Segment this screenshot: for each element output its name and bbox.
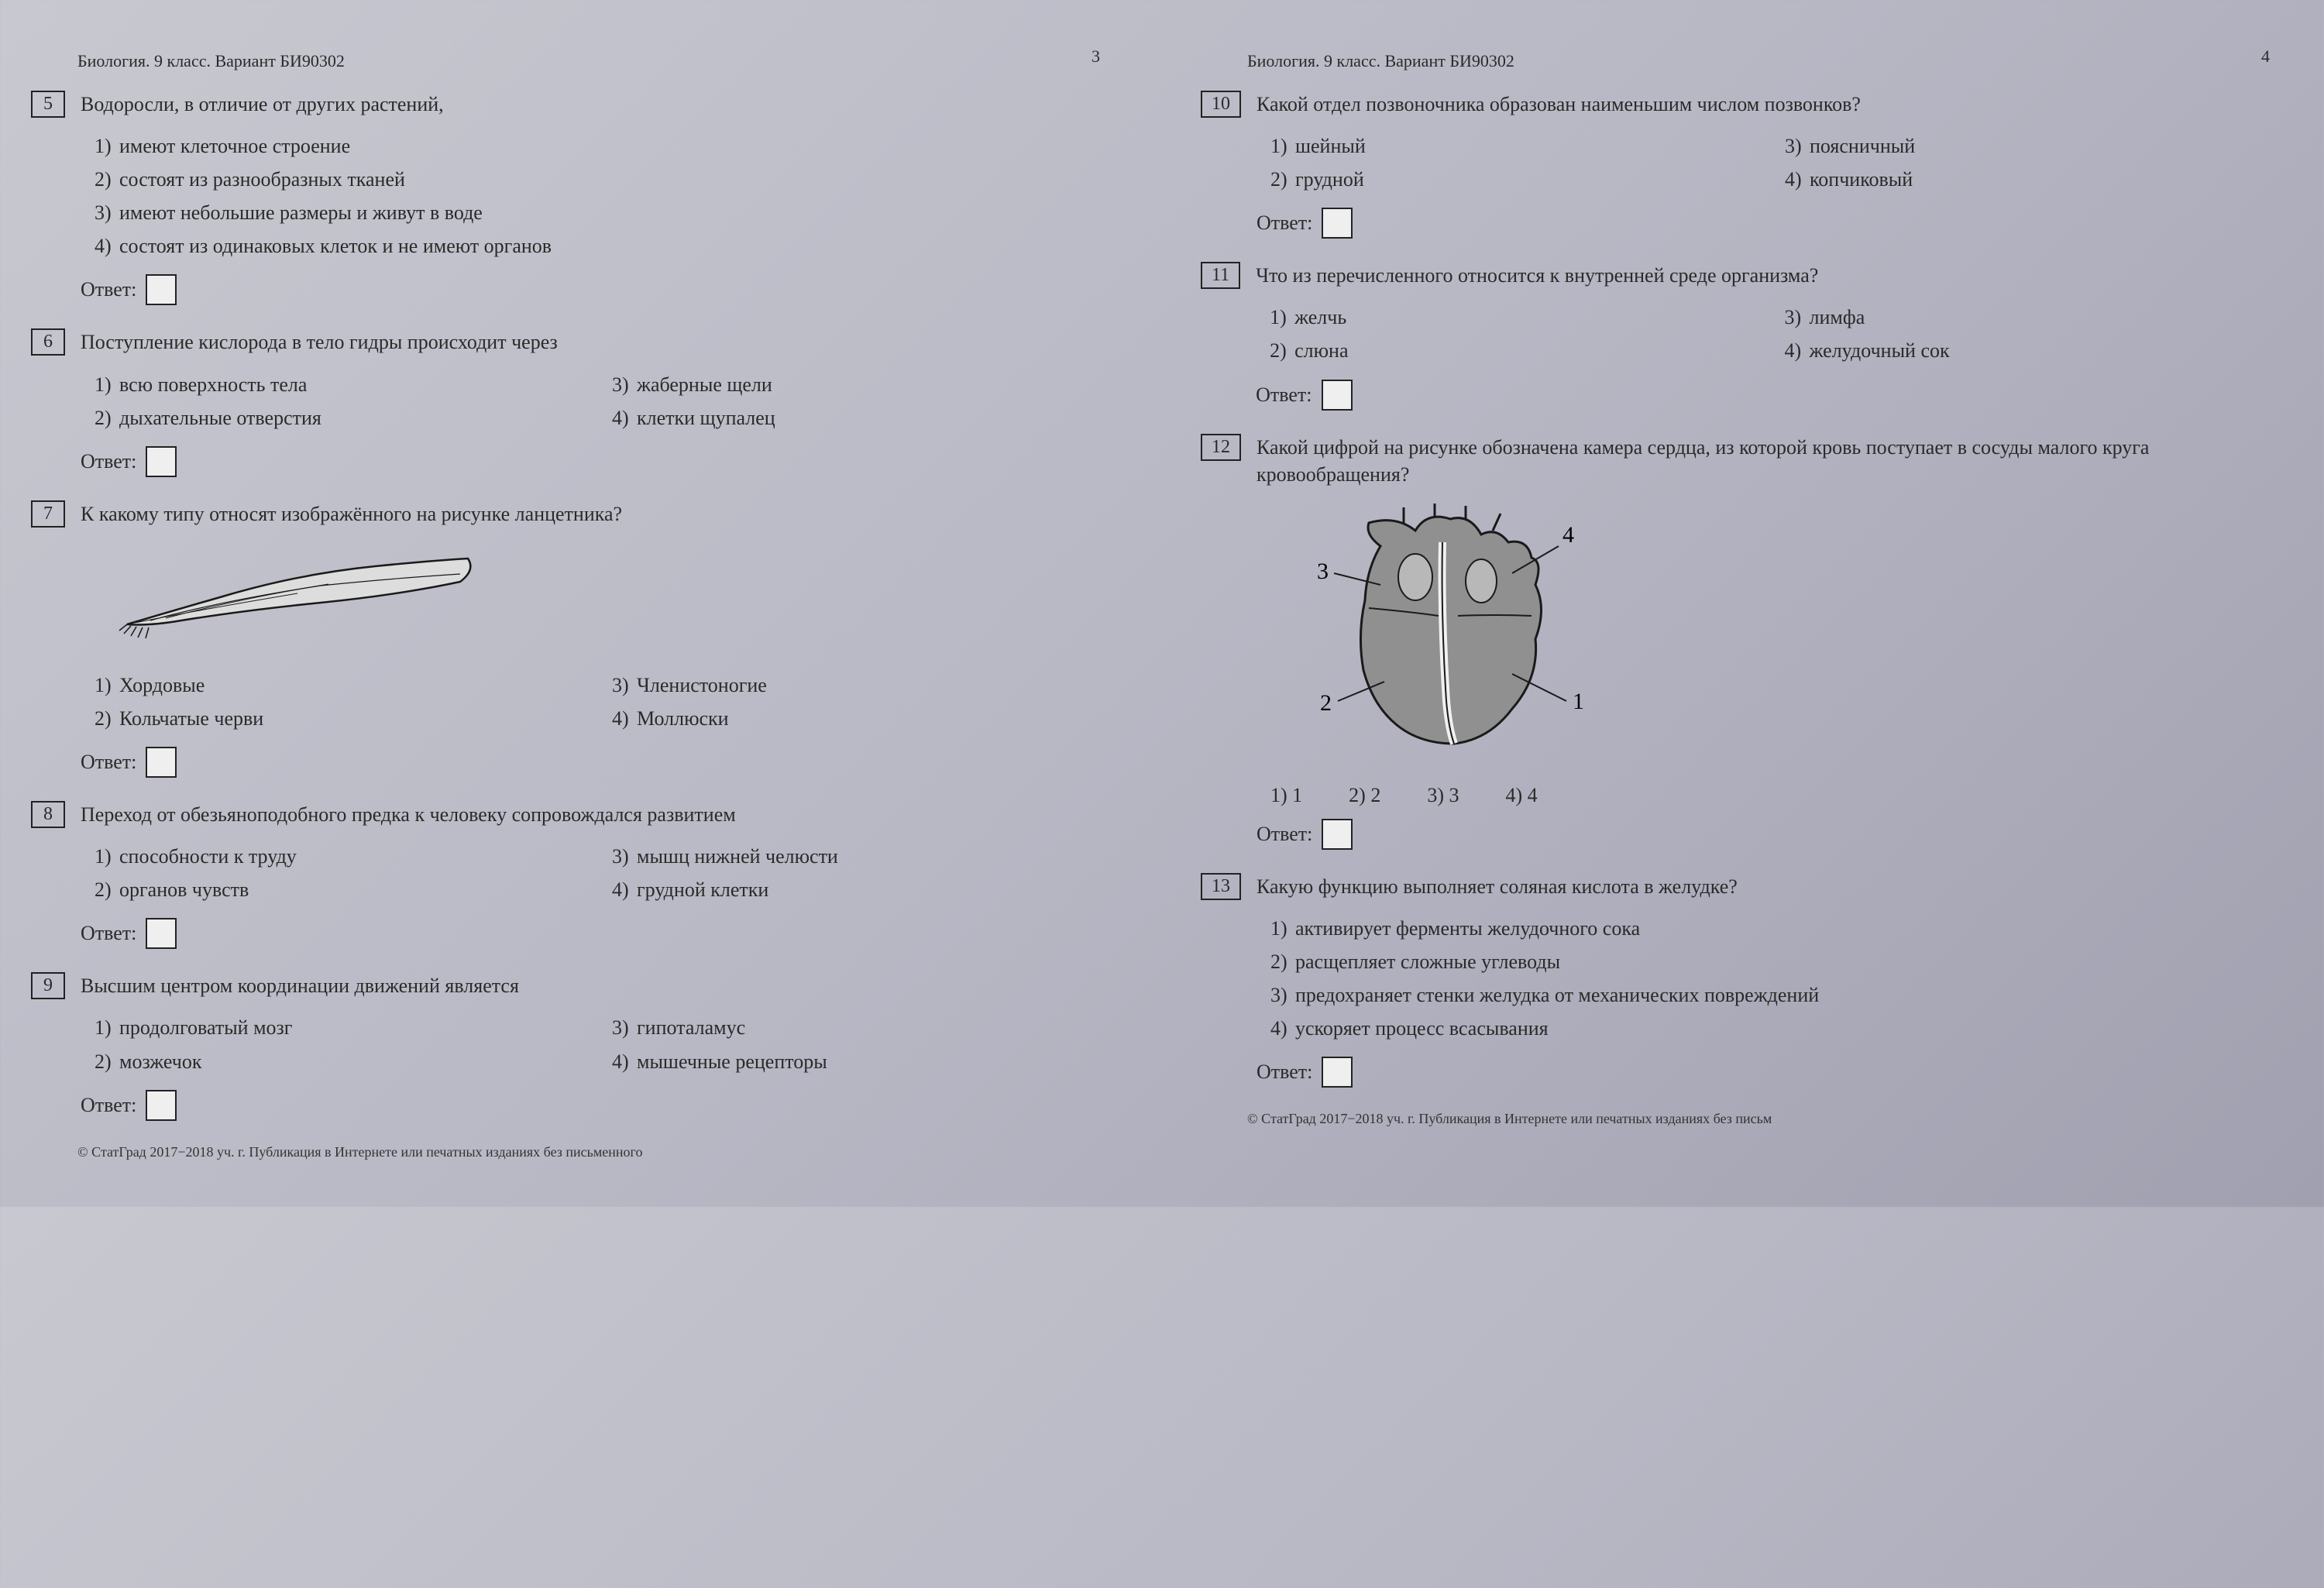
q6-answer-label: Ответ: xyxy=(81,450,136,473)
q11-option-3: 3)лимфа xyxy=(1771,301,2285,334)
q6-number: 6 xyxy=(31,328,65,356)
question-6: 6 Поступление кислорода в тело гидры про… xyxy=(31,328,1116,476)
worksheet-spread: 3 Биология. 9 класс. Вариант БИ90302 5 В… xyxy=(15,31,2309,1176)
q8-number: 8 xyxy=(31,801,65,828)
q7-answer-box[interactable] xyxy=(146,747,177,778)
heart-label-4: 4 xyxy=(1563,522,1574,548)
q10-option-3: 3)поясничный xyxy=(1771,129,2285,163)
q6-option-4: 4)клетки щупалец xyxy=(598,401,1116,435)
question-8: 8 Переход от обезьяноподобного предка к … xyxy=(31,801,1116,949)
q11-option-4: 4)желудочный сок xyxy=(1771,334,2285,367)
q5-option-4: 4)состоят из одинаковых клеток и не имею… xyxy=(81,229,1116,263)
q10-option-4: 4)копчиковый xyxy=(1771,163,2285,196)
q8-answer-box[interactable] xyxy=(146,918,177,949)
q13-number: 13 xyxy=(1201,873,1241,900)
q9-option-3: 3)гипоталамус xyxy=(598,1011,1116,1044)
q8-option-2: 2)органов чувств xyxy=(81,873,598,906)
heart-label-3: 3 xyxy=(1317,559,1329,584)
q8-option-3: 3)мышц нижней челюсти xyxy=(598,840,1116,873)
q5-option-3: 3)имеют небольшие размеры и живут в воде xyxy=(81,196,1116,229)
q8-text: Переход от обезьяноподобного предка к че… xyxy=(81,801,1116,828)
q6-option-2: 2)дыхательные отверстия xyxy=(81,401,598,435)
q9-option-4: 4)мышечные рецепторы xyxy=(598,1045,1116,1078)
q5-answer-box[interactable] xyxy=(146,274,177,305)
page-right: 4 Биология. 9 класс. Вариант БИ90302 10 … xyxy=(1185,31,2309,1176)
q13-option-1: 1)активирует ферменты желудочного сока xyxy=(1257,912,2285,945)
q13-option-2: 2)расщепляет сложные углеводы xyxy=(1257,945,2285,978)
q7-option-2: 2)Кольчатые черви xyxy=(81,702,598,735)
q9-number: 9 xyxy=(31,972,65,999)
q5-number: 5 xyxy=(31,91,65,118)
q8-answer-label: Ответ: xyxy=(81,922,136,945)
q7-answer-label: Ответ: xyxy=(81,751,136,774)
footer-right: © СтатГрад 2017−2018 уч. г. Публикация в… xyxy=(1201,1111,2285,1127)
q5-text: Водоросли, в отличие от других растений, xyxy=(81,91,1116,118)
page-left: 3 Биология. 9 класс. Вариант БИ90302 5 В… xyxy=(15,31,1139,1176)
q12-answer-label: Ответ: xyxy=(1257,823,1312,846)
q7-number: 7 xyxy=(31,500,65,528)
q10-number: 10 xyxy=(1201,91,1241,118)
q7-option-1: 1)Хордовые xyxy=(81,669,598,702)
q7-option-4: 4)Моллюски xyxy=(598,702,1116,735)
q10-option-2: 2)грудной xyxy=(1257,163,1771,196)
question-5: 5 Водоросли, в отличие от других растени… xyxy=(31,91,1116,305)
q10-answer-label: Ответ: xyxy=(1257,211,1312,235)
q6-option-3: 3)жаберные щели xyxy=(598,368,1116,401)
q12-text: Какой цифрой на рисунке обозначена камер… xyxy=(1257,434,2285,488)
q5-option-1: 1)имеют клеточное строение xyxy=(81,129,1116,163)
q12-number: 12 xyxy=(1201,434,1241,461)
q9-option-2: 2)мозжечок xyxy=(81,1045,598,1078)
q13-answer-box[interactable] xyxy=(1322,1057,1353,1088)
q11-text: Что из перечисленного относится к внутре… xyxy=(1256,262,2285,289)
q10-answer-box[interactable] xyxy=(1322,208,1353,239)
q9-option-1: 1)продолговатый мозг xyxy=(81,1011,598,1044)
q11-answer-label: Ответ: xyxy=(1256,383,1312,407)
q12-options: 1) 1 2) 2 3) 3 4) 4 xyxy=(1257,784,2285,807)
q12-option-1: 1) 1 xyxy=(1270,784,1302,807)
q11-number: 11 xyxy=(1201,262,1240,289)
lancelet-figure xyxy=(104,539,1116,653)
q11-option-1: 1)желчь xyxy=(1256,301,1770,334)
q7-option-3: 3)Членистоногие xyxy=(598,669,1116,702)
question-12: 12 Какой цифрой на рисунке обозначена ка… xyxy=(1201,434,2285,850)
q5-answer-label: Ответ: xyxy=(81,278,136,301)
question-11: 11 Что из перечисленного относится к вну… xyxy=(1201,262,2285,410)
question-10: 10 Какой отдел позвоночника образован на… xyxy=(1201,91,2285,239)
heart-label-1: 1 xyxy=(1573,689,1584,714)
q10-option-1: 1)шейный xyxy=(1257,129,1771,163)
q6-answer-box[interactable] xyxy=(146,446,177,477)
q12-option-3: 3) 3 xyxy=(1427,784,1459,807)
heart-figure: 3 4 2 1 xyxy=(1280,500,2285,768)
q12-answer-box[interactable] xyxy=(1322,819,1353,850)
question-9: 9 Высшим центром координации движений яв… xyxy=(31,972,1116,1120)
q6-text: Поступление кислорода в тело гидры проис… xyxy=(81,328,1116,356)
q9-answer-label: Ответ: xyxy=(81,1094,136,1117)
q6-option-1: 1)всю поверхность тела xyxy=(81,368,598,401)
q11-option-2: 2)слюна xyxy=(1256,334,1770,367)
q8-option-4: 4)грудной клетки xyxy=(598,873,1116,906)
heart-label-2: 2 xyxy=(1320,690,1332,716)
q13-option-4: 4)ускоряет процесс всасывания xyxy=(1257,1012,2285,1045)
q12-option-4: 4) 4 xyxy=(1506,784,1538,807)
q11-answer-box[interactable] xyxy=(1322,380,1353,411)
header-right: Биология. 9 класс. Вариант БИ90302 xyxy=(1201,51,2285,71)
q10-text: Какой отдел позвоночника образован наиме… xyxy=(1257,91,2285,118)
footer-left: © СтатГрад 2017−2018 уч. г. Публикация в… xyxy=(31,1144,1116,1160)
q9-answer-box[interactable] xyxy=(146,1090,177,1121)
q13-option-3: 3)предохраняет стенки желудка от механич… xyxy=(1257,978,2285,1012)
q13-answer-label: Ответ: xyxy=(1257,1060,1312,1084)
q5-option-2: 2)состоят из разнообразных тканей xyxy=(81,163,1116,196)
q9-text: Высшим центром координации движений явля… xyxy=(81,972,1116,999)
header-left: Биология. 9 класс. Вариант БИ90302 xyxy=(31,51,1116,71)
q13-text: Какую функцию выполняет соляная кислота … xyxy=(1257,873,2285,900)
question-13: 13 Какую функцию выполняет соляная кисло… xyxy=(1201,873,2285,1088)
q12-option-2: 2) 2 xyxy=(1349,784,1380,807)
q7-text: К какому типу относят изображённого на р… xyxy=(81,500,1116,528)
q8-option-1: 1)способности к труду xyxy=(81,840,598,873)
question-7: 7 К какому типу относят изображённого на… xyxy=(31,500,1116,778)
